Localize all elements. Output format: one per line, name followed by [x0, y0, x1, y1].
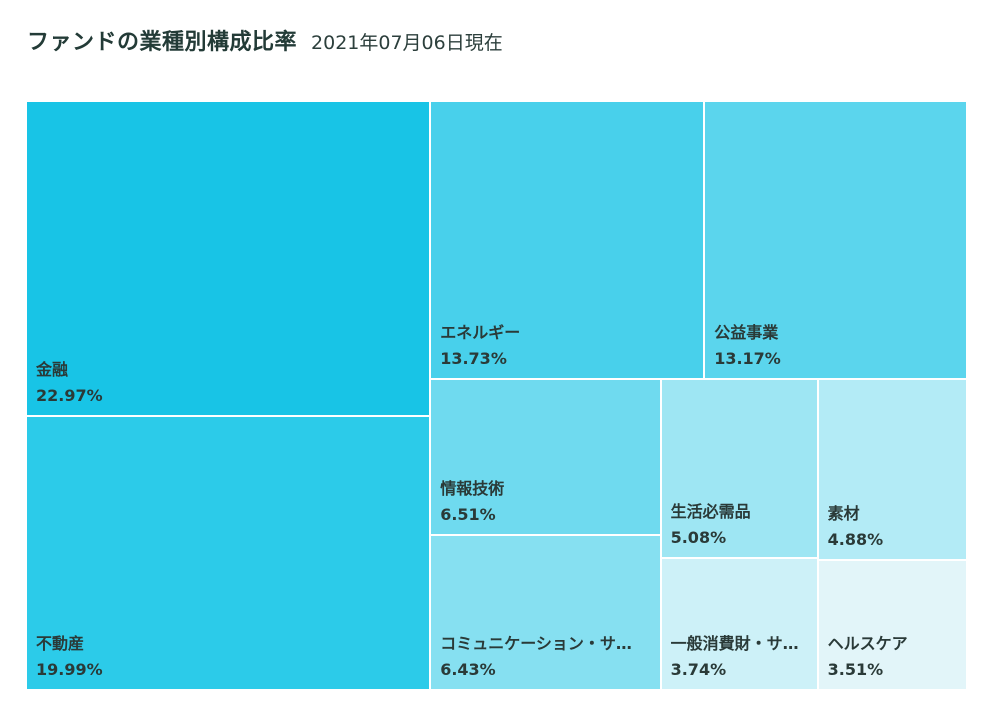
tile-sector-name: エネルギー [440, 322, 521, 342]
tile-percentage: 6.51% [440, 505, 496, 525]
tile-label: コミュニケーション・サ… 6.43% [440, 631, 655, 683]
tile-label: 公益事業 13.17% [714, 320, 962, 372]
chart-header: ファンドの業種別構成比率 2021年07月06日現在 [27, 24, 503, 56]
tile-sector-name: 素材 [827, 503, 860, 523]
tile-label: ヘルスケア 3.51% [828, 631, 962, 683]
treemap-tile[interactable]: 一般消費財・サ… 3.74% [660, 558, 818, 690]
tile-label: エネルギー 13.73% [440, 320, 699, 372]
tile-sector-name: 不動産 [36, 633, 85, 653]
tile-label: 情報技術 6.51% [440, 476, 655, 528]
treemap-tile[interactable]: 金融 22.97% [26, 101, 431, 416]
tile-percentage: 3.74% [670, 659, 727, 679]
tile-label: 生活必需品 5.08% [671, 499, 813, 551]
tile-sector-name: 生活必需品 [670, 502, 751, 521]
tile-sector-name: 一般消費財・サ… [670, 633, 799, 653]
tile-percentage: 6.43% [440, 659, 496, 679]
treemap-tile[interactable]: 素材 4.88% [817, 378, 967, 560]
tile-percentage: 4.88% [827, 529, 884, 549]
tile-sector-name: 情報技術 [440, 479, 505, 499]
tile-percentage: 13.17% [714, 348, 781, 368]
treemap-tile[interactable]: 公益事業 13.17% [704, 101, 967, 379]
tile-percentage: 22.97% [36, 385, 103, 405]
chart-title: ファンドの業種別構成比率 [27, 30, 298, 55]
tile-label: 不動産 19.99% [36, 631, 425, 683]
tile-sector-name: 公益事業 [714, 322, 779, 342]
treemap-tile[interactable]: 生活必需品 5.08% [660, 378, 818, 558]
tile-percentage: 19.99% [36, 659, 103, 679]
treemap-chart: 金融 22.97% 不動産 19.99% エネルギー 13.73% 公益事業 13.17% 情報… [26, 101, 967, 690]
tile-percentage: 5.08% [670, 528, 727, 547]
tile-label: 金融 22.97% [36, 357, 425, 409]
tile-percentage: 13.73% [440, 348, 507, 368]
treemap-tile[interactable]: コミュニケーション・サ… 6.43% [430, 535, 661, 690]
tile-sector-name: コミュニケーション・サ… [440, 633, 632, 653]
treemap-tile[interactable]: エネルギー 13.73% [430, 101, 705, 379]
treemap-tile[interactable]: ヘルスケア 3.51% [817, 559, 967, 690]
tile-percentage: 3.51% [827, 659, 884, 679]
tile-label: 素材 4.88% [828, 501, 962, 553]
treemap-tile[interactable]: 情報技術 6.51% [430, 378, 661, 536]
treemap-tile[interactable]: 不動産 19.99% [26, 415, 431, 690]
tile-label: 一般消費財・サ… 3.74% [671, 631, 813, 683]
tile-sector-name: 金融 [36, 359, 69, 379]
tile-sector-name: ヘルスケア [827, 633, 908, 653]
chart-date: 2021年07月06日現在 [311, 32, 503, 54]
